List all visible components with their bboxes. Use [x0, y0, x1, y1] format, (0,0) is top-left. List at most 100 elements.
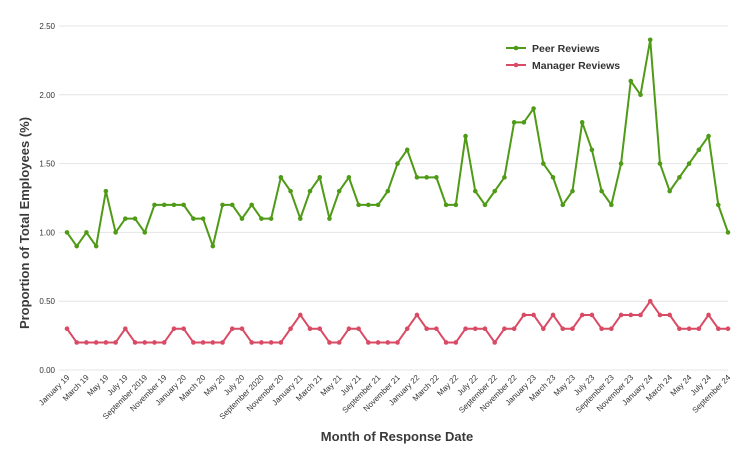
data-point	[84, 230, 89, 235]
series-line	[66, 300, 728, 344]
series-layer	[64, 37, 731, 345]
data-point	[278, 175, 284, 180]
y-tick-label: 2.50	[39, 22, 55, 31]
data-point	[317, 175, 323, 180]
x-tick-label: May 21	[319, 373, 344, 398]
data-point	[443, 340, 449, 345]
data-point	[123, 216, 128, 221]
data-point	[200, 216, 206, 221]
data-point	[210, 243, 216, 249]
data-point	[191, 340, 196, 345]
data-point	[297, 216, 303, 221]
data-point	[142, 340, 148, 345]
data-point	[210, 340, 216, 345]
data-point	[229, 326, 235, 332]
data-point	[725, 230, 731, 235]
data-point	[725, 326, 731, 332]
data-point	[628, 78, 634, 84]
data-point	[93, 340, 99, 345]
data-point	[229, 202, 235, 208]
data-point	[161, 340, 167, 345]
x-tick-label: May 22	[435, 373, 460, 398]
data-point	[181, 326, 186, 332]
data-point	[657, 312, 663, 318]
data-point	[375, 202, 381, 208]
data-point	[511, 326, 517, 332]
x-tick-label: May 24	[669, 373, 694, 398]
data-point	[715, 202, 721, 208]
data-point	[677, 326, 682, 332]
data-point	[706, 133, 711, 139]
data-point	[434, 326, 439, 332]
data-point	[64, 326, 70, 332]
data-point	[259, 340, 264, 345]
data-point	[647, 37, 653, 43]
data-point	[307, 326, 313, 332]
data-point	[268, 340, 274, 345]
data-point	[74, 340, 80, 345]
data-point	[696, 326, 702, 332]
data-point	[103, 340, 109, 345]
x-tick-label: May 20	[202, 373, 227, 398]
data-point	[706, 312, 711, 318]
data-point	[356, 326, 361, 332]
data-point	[404, 147, 410, 153]
data-point	[327, 340, 332, 345]
data-point	[472, 326, 478, 332]
data-point	[268, 216, 274, 221]
data-point	[570, 188, 575, 194]
data-point	[366, 202, 371, 208]
legend-marker	[513, 62, 519, 68]
data-point	[414, 175, 420, 180]
data-point	[570, 326, 575, 332]
data-point	[647, 298, 653, 304]
data-point	[366, 340, 371, 345]
data-point	[482, 202, 488, 208]
data-point	[589, 147, 595, 153]
data-point	[424, 175, 429, 180]
legend-label: Peer Reviews	[532, 43, 600, 55]
data-point	[579, 312, 585, 318]
data-point	[686, 161, 692, 166]
data-point	[531, 312, 536, 318]
data-point	[123, 326, 128, 332]
data-point	[191, 216, 196, 221]
data-point	[93, 243, 99, 249]
data-point	[541, 161, 546, 166]
data-point	[278, 340, 284, 345]
data-point	[657, 161, 663, 166]
data-point	[531, 106, 536, 111]
data-point	[327, 216, 332, 221]
data-point	[239, 326, 245, 332]
data-point	[472, 188, 478, 194]
data-point	[502, 175, 507, 180]
data-point	[463, 326, 468, 332]
y-tick-label: 1.50	[39, 160, 55, 169]
data-point	[609, 326, 614, 332]
data-point	[502, 326, 507, 332]
gridlines	[59, 25, 728, 371]
data-point	[492, 340, 498, 345]
data-point	[113, 340, 118, 345]
data-point	[317, 326, 323, 332]
data-point	[288, 326, 293, 332]
legend-label: Manager Reviews	[532, 60, 620, 72]
data-point	[667, 312, 672, 318]
data-point	[696, 147, 702, 153]
data-point	[677, 175, 682, 180]
data-point	[113, 230, 118, 235]
data-point	[521, 312, 527, 318]
data-point	[550, 175, 556, 180]
data-point	[346, 175, 352, 180]
x-tick-label: May 23	[552, 373, 577, 398]
data-point	[181, 202, 186, 208]
data-point	[550, 312, 556, 318]
data-point	[84, 340, 89, 345]
data-point	[618, 312, 624, 318]
data-point	[667, 188, 672, 194]
data-point	[336, 188, 342, 194]
series-line	[66, 38, 729, 248]
data-point	[560, 326, 566, 332]
data-point	[132, 216, 138, 221]
